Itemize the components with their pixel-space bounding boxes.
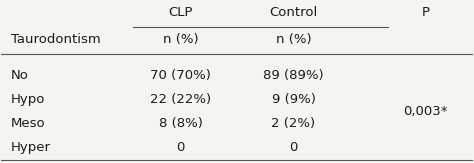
Text: 89 (89%): 89 (89%) — [263, 69, 324, 82]
Text: 9 (9%): 9 (9%) — [272, 93, 316, 106]
Text: n (%): n (%) — [276, 33, 311, 46]
Text: Taurodontism: Taurodontism — [11, 33, 100, 46]
Text: 70 (70%): 70 (70%) — [150, 69, 211, 82]
Text: 0: 0 — [176, 141, 185, 154]
Text: 22 (22%): 22 (22%) — [150, 93, 211, 106]
Text: Hyper: Hyper — [11, 141, 51, 154]
Text: n (%): n (%) — [163, 33, 198, 46]
Text: 2 (2%): 2 (2%) — [272, 117, 316, 130]
Text: 0: 0 — [289, 141, 298, 154]
Text: Control: Control — [269, 6, 318, 19]
Text: 0,003*: 0,003* — [403, 105, 448, 118]
Text: P: P — [421, 6, 429, 19]
Text: 8 (8%): 8 (8%) — [158, 117, 202, 130]
Text: Hypo: Hypo — [11, 93, 45, 106]
Text: Meso: Meso — [11, 117, 46, 130]
Text: CLP: CLP — [168, 6, 193, 19]
Text: No: No — [11, 69, 29, 82]
